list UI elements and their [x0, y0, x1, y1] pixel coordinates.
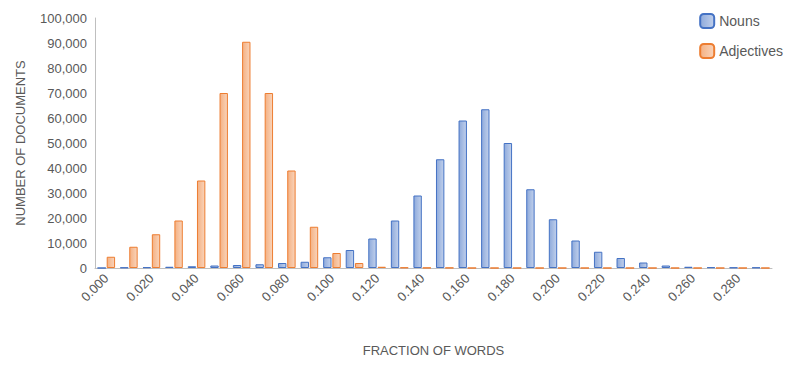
svg-text:80,000: 80,000 — [47, 61, 87, 76]
svg-text:0.240: 0.240 — [620, 271, 654, 305]
svg-text:Adjectives: Adjectives — [719, 43, 783, 59]
svg-text:0.140: 0.140 — [394, 271, 428, 305]
svg-text:FRACTION OF WORDS: FRACTION OF WORDS — [363, 343, 505, 358]
svg-text:0.200: 0.200 — [529, 271, 563, 305]
svg-text:0.120: 0.120 — [349, 271, 383, 305]
svg-text:0.000: 0.000 — [78, 271, 112, 305]
svg-text:0.040: 0.040 — [168, 271, 202, 305]
svg-text:0.160: 0.160 — [439, 271, 473, 305]
svg-text:90,000: 90,000 — [47, 36, 87, 51]
svg-text:0.260: 0.260 — [665, 271, 699, 305]
svg-text:20,000: 20,000 — [47, 211, 87, 226]
svg-text:60,000: 60,000 — [47, 111, 87, 126]
svg-text:10,000: 10,000 — [47, 236, 87, 251]
svg-text:40,000: 40,000 — [47, 161, 87, 176]
svg-text:Nouns: Nouns — [719, 13, 759, 29]
svg-text:0.020: 0.020 — [123, 271, 157, 305]
svg-text:NUMBER OF DOCUMENTS: NUMBER OF DOCUMENTS — [13, 60, 28, 226]
svg-text:100,000: 100,000 — [40, 11, 87, 26]
svg-text:0.220: 0.220 — [574, 271, 608, 305]
svg-text:0.180: 0.180 — [484, 271, 518, 305]
svg-text:0.060: 0.060 — [213, 271, 247, 305]
svg-text:0.100: 0.100 — [304, 271, 338, 305]
svg-text:0.280: 0.280 — [710, 271, 744, 305]
svg-text:0: 0 — [80, 261, 87, 276]
svg-text:0.080: 0.080 — [259, 271, 293, 305]
svg-text:30,000: 30,000 — [47, 186, 87, 201]
svg-text:70,000: 70,000 — [47, 86, 87, 101]
svg-text:50,000: 50,000 — [47, 136, 87, 151]
